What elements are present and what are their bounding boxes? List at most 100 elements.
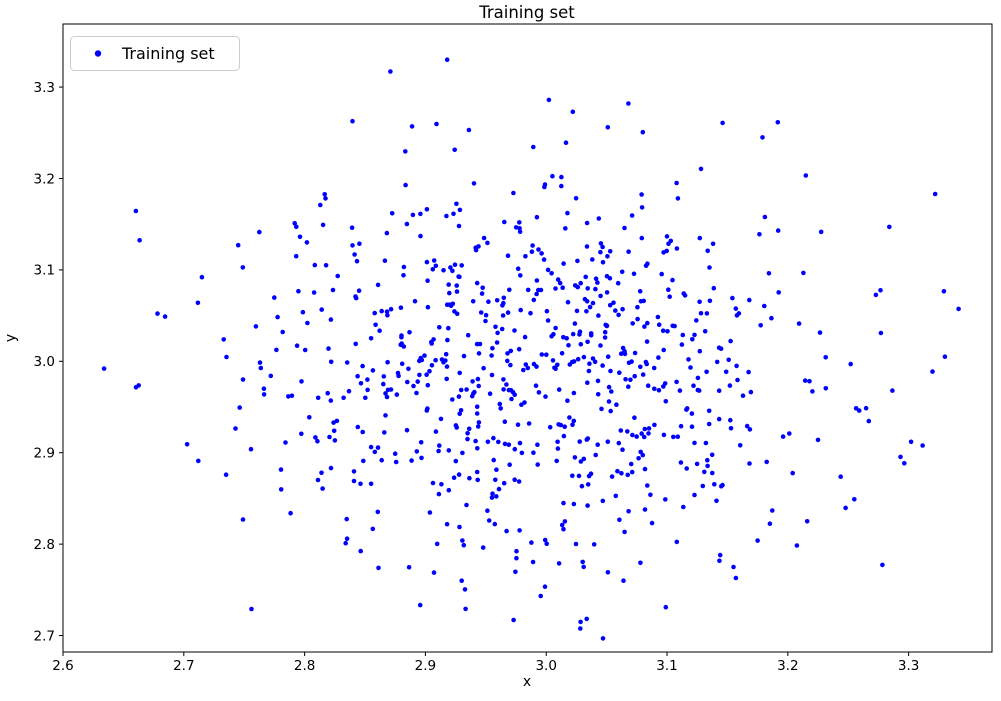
data-point (636, 456, 641, 461)
data-point (465, 436, 470, 442)
data-point (283, 440, 288, 445)
data-point (873, 292, 879, 298)
data-point (571, 390, 577, 396)
data-point (399, 341, 405, 346)
data-point (613, 308, 618, 313)
data-point (388, 69, 393, 74)
data-point (450, 301, 456, 307)
data-point (358, 381, 364, 386)
data-point (562, 519, 568, 524)
data-point (494, 467, 499, 473)
data-point (659, 271, 664, 277)
y-tick-label: 2.9 (34, 446, 55, 462)
data-point (584, 244, 590, 249)
data-point (319, 307, 325, 312)
data-point (478, 310, 484, 315)
data-point (680, 332, 686, 338)
data-point (481, 235, 487, 241)
data-point (545, 318, 551, 323)
data-point (431, 337, 436, 342)
data-point (576, 473, 582, 479)
data-point (737, 443, 743, 448)
data-point (101, 366, 107, 371)
data-point (328, 317, 334, 322)
data-point (702, 469, 707, 475)
data-point (508, 348, 514, 354)
data-point (327, 434, 332, 440)
data-point (475, 477, 481, 483)
data-point (531, 144, 536, 150)
data-point (434, 541, 440, 547)
data-point (372, 449, 378, 455)
data-point (709, 452, 715, 458)
data-point (352, 252, 357, 257)
data-point (595, 392, 601, 397)
data-point (409, 458, 414, 463)
data-point (573, 196, 579, 201)
data-point (297, 234, 303, 240)
data-point (490, 491, 495, 497)
data-point (757, 232, 762, 237)
data-point (433, 429, 439, 434)
data-point (646, 426, 652, 431)
data-point (485, 240, 490, 246)
data-point (162, 314, 168, 319)
data-point (719, 484, 724, 489)
data-point (461, 542, 467, 548)
data-point (489, 353, 494, 358)
data-point (932, 191, 938, 197)
data-point (411, 383, 416, 389)
data-point (515, 266, 521, 272)
data-point (700, 483, 706, 489)
data-point (437, 443, 442, 448)
data-point (667, 294, 672, 300)
data-point (403, 182, 408, 188)
data-point (630, 321, 635, 326)
data-point (507, 462, 512, 468)
x-tick-label: 3.0 (535, 658, 556, 674)
data-point (459, 263, 465, 268)
data-point (401, 273, 406, 278)
data-point (848, 361, 853, 367)
data-point (661, 347, 666, 353)
data-point (863, 405, 869, 411)
data-point (618, 428, 624, 433)
data-point (787, 431, 792, 436)
data-point (549, 271, 554, 276)
data-point (439, 357, 445, 362)
data-point (714, 359, 720, 365)
data-point (363, 395, 368, 401)
data-point (639, 192, 644, 197)
data-point (379, 457, 385, 463)
data-point (625, 429, 630, 434)
data-point (353, 295, 359, 301)
data-point (444, 213, 449, 219)
data-point (544, 308, 550, 314)
data-point (590, 300, 596, 306)
data-point (504, 382, 509, 387)
legend-box (70, 36, 240, 71)
data-point (418, 233, 423, 239)
data-point (501, 295, 507, 301)
data-point (740, 393, 746, 399)
data-point (272, 295, 277, 300)
data-point (544, 352, 549, 358)
data-point (223, 472, 229, 478)
data-point (920, 443, 925, 448)
data-point (490, 345, 495, 351)
data-point (294, 343, 300, 349)
data-point (956, 306, 961, 312)
data-point (355, 373, 360, 379)
data-point (646, 431, 651, 436)
data-point (645, 383, 651, 389)
data-point (261, 392, 267, 397)
data-point (580, 559, 585, 565)
data-point (476, 383, 482, 389)
data-point (648, 492, 653, 498)
x-tick-label: 3.2 (777, 658, 798, 674)
data-point (278, 487, 284, 492)
data-point (584, 299, 590, 304)
data-point (505, 253, 511, 258)
data-point (581, 354, 587, 360)
data-point (444, 521, 450, 527)
